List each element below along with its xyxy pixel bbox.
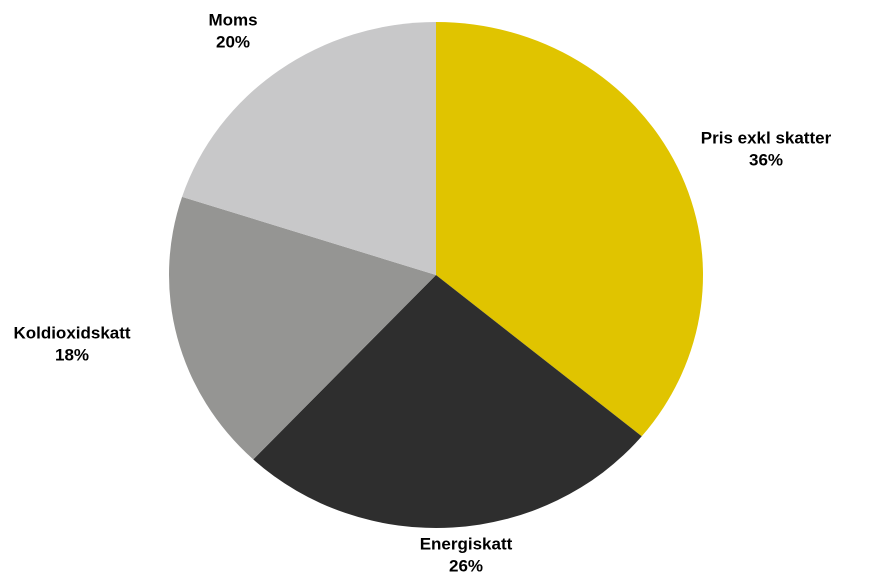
- slice-label: Pris exkl skatter: [701, 128, 832, 147]
- slice-label: Koldioxidskatt: [13, 323, 130, 342]
- pie-slice: [182, 22, 436, 275]
- slice-value-label: 36%: [749, 150, 783, 169]
- slice-value-label: 20%: [216, 32, 250, 51]
- pie-slice: [168, 196, 436, 460]
- pie-slice: [436, 22, 704, 437]
- slice-label: Moms: [208, 10, 257, 29]
- pie-slice: [253, 275, 642, 529]
- slice-value-label: 26%: [449, 556, 483, 575]
- slice-value-label: 18%: [55, 345, 89, 364]
- slice-label: Energiskatt: [420, 534, 513, 553]
